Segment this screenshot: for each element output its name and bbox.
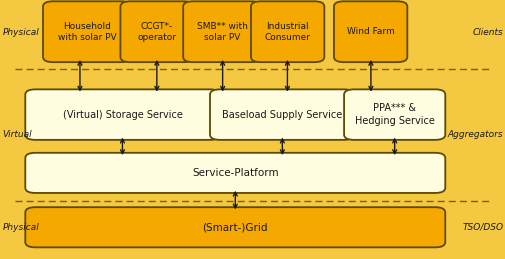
- Text: Baseload Supply Service: Baseload Supply Service: [222, 110, 341, 120]
- Text: Physical: Physical: [3, 28, 39, 37]
- Text: (Virtual) Storage Service: (Virtual) Storage Service: [63, 110, 182, 120]
- FancyBboxPatch shape: [25, 153, 444, 193]
- Text: Industrial
Consumer: Industrial Consumer: [264, 22, 310, 42]
- FancyBboxPatch shape: [25, 89, 220, 140]
- Text: TSO/DSO: TSO/DSO: [462, 223, 502, 232]
- Text: SMB** with
solar PV: SMB** with solar PV: [196, 22, 247, 42]
- FancyBboxPatch shape: [333, 1, 407, 62]
- Text: Aggregators: Aggregators: [447, 130, 502, 139]
- Text: Virtual: Virtual: [3, 130, 32, 139]
- Text: Household
with solar PV: Household with solar PV: [58, 22, 116, 42]
- Text: CCGT*-
operator: CCGT*- operator: [137, 22, 176, 42]
- Text: Service-Platform: Service-Platform: [191, 168, 278, 178]
- FancyBboxPatch shape: [250, 1, 324, 62]
- Text: PPA*** &
Hedging Service: PPA*** & Hedging Service: [354, 103, 434, 126]
- Text: (Smart-)Grid: (Smart-)Grid: [202, 222, 268, 232]
- FancyBboxPatch shape: [43, 1, 131, 62]
- Text: Clients: Clients: [472, 28, 502, 37]
- Text: Physical: Physical: [3, 223, 39, 232]
- FancyBboxPatch shape: [25, 207, 444, 247]
- FancyBboxPatch shape: [343, 89, 444, 140]
- FancyBboxPatch shape: [183, 1, 261, 62]
- FancyBboxPatch shape: [210, 89, 354, 140]
- Text: Wind Farm: Wind Farm: [346, 27, 394, 36]
- FancyBboxPatch shape: [120, 1, 193, 62]
